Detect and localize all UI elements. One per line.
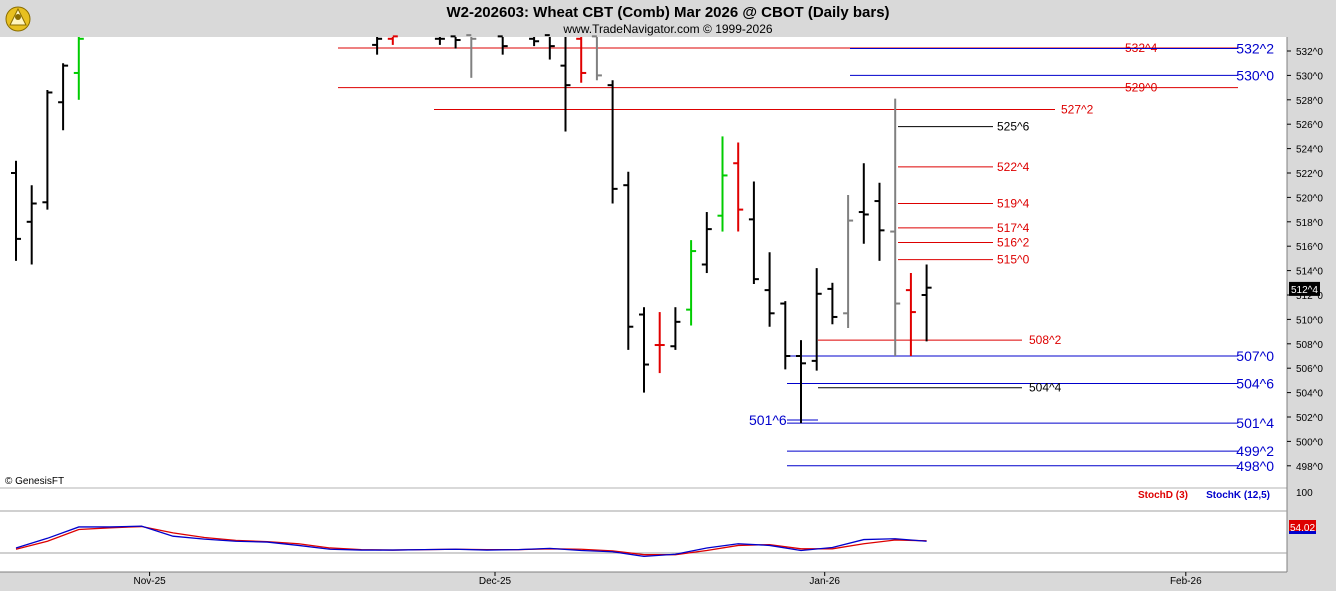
price-tick-label: 518^0 [1296,218,1323,229]
price-panel [0,37,1287,487]
level-label: 515^0 [997,253,1030,267]
time-tick-label: Dec-25 [479,576,512,587]
last-price-label: 512^4 [1291,285,1318,296]
price-tick-label: 510^0 [1296,315,1323,326]
stoch-k-line [15,525,927,558]
price-tick-label: 512^0 [1296,291,1323,302]
time-tick-label: Feb-26 [1170,576,1202,587]
level-label: 504^4 [1029,381,1062,395]
price-tick-label: 506^0 [1296,364,1323,375]
price-tick-label: 526^0 [1296,120,1323,131]
level-label: 532^2 [1236,41,1274,57]
level-label: 522^4 [997,160,1030,174]
level-lines: 532^4 532^2 530^0 529^0 527^2 525^6 522^4 519^4… [338,41,1274,474]
level-label: 517^4 [997,221,1030,235]
level-label: 527^2 [1061,103,1094,117]
level-label: 529^0 [1125,81,1158,95]
price-tick-label: 530^0 [1296,71,1323,82]
ohlc-bars [11,34,932,424]
level-label: 532^4 [1125,41,1158,55]
price-tick-label: 524^0 [1296,145,1323,156]
price-tick-label: 504^0 [1296,389,1323,400]
stoch-k-badge-stripe [1289,531,1316,534]
level-label: 504^6 [1236,375,1274,391]
time-tick-label: Nov-25 [133,576,166,587]
last-value-badges: 512^4 54.02 [1289,281,1320,534]
indicator-panel [0,489,1287,572]
level-label: 498^0 [1236,458,1274,474]
price-tick-label: 528^0 [1296,96,1323,107]
level-label: 530^0 [1236,67,1274,83]
level-label: 508^2 [1029,333,1062,347]
level-label: 507^0 [1236,348,1274,364]
stoch-value-label: 54.02 [1290,523,1315,534]
price-tick-label: 508^0 [1296,340,1323,351]
stoch-axis-100: 100 [1296,488,1313,499]
level-label: 501^6 [749,412,787,428]
stoch-k-legend: StochK (12,5) [1206,490,1270,501]
time-tick-label: Jan-26 [809,576,840,587]
price-axis: 532^0 530^0 528^0 526^0 524^0 522^0 520^0 518^0… [1287,47,1323,473]
watermark-label: © GenesisFT [5,476,64,487]
level-label: 501^4 [1236,415,1274,431]
chart-subtitle: www.TradeNavigator.com © 1999-2026 [562,22,772,36]
genesis-logo-icon[interactable] [5,6,31,32]
price-tick-label: 520^0 [1296,193,1323,204]
price-tick-label: 514^0 [1296,267,1323,278]
last-price-badge [1289,281,1320,296]
price-tick-label: 516^0 [1296,242,1323,253]
time-axis: Nov-25 Dec-25 Jan-26 Feb-26 [133,572,1202,587]
level-label: 516^2 [997,236,1030,250]
chart-title: W2-202603: Wheat CBT (Comb) Mar 2026 @ C… [446,4,889,21]
stoch-d-legend: StochD (3) [1138,490,1188,501]
price-tick-label: 532^0 [1296,47,1323,58]
stochastic-lines [15,525,927,558]
level-label: 519^4 [997,197,1030,211]
stoch-value-badge [1289,520,1316,534]
price-tick-label: 522^0 [1296,169,1323,180]
price-tick-label: 498^0 [1296,462,1323,473]
price-tick-label: 502^0 [1296,413,1323,424]
level-label: 499^2 [1236,443,1274,459]
level-label: 525^6 [997,120,1030,134]
price-tick-label: 500^0 [1296,437,1323,448]
